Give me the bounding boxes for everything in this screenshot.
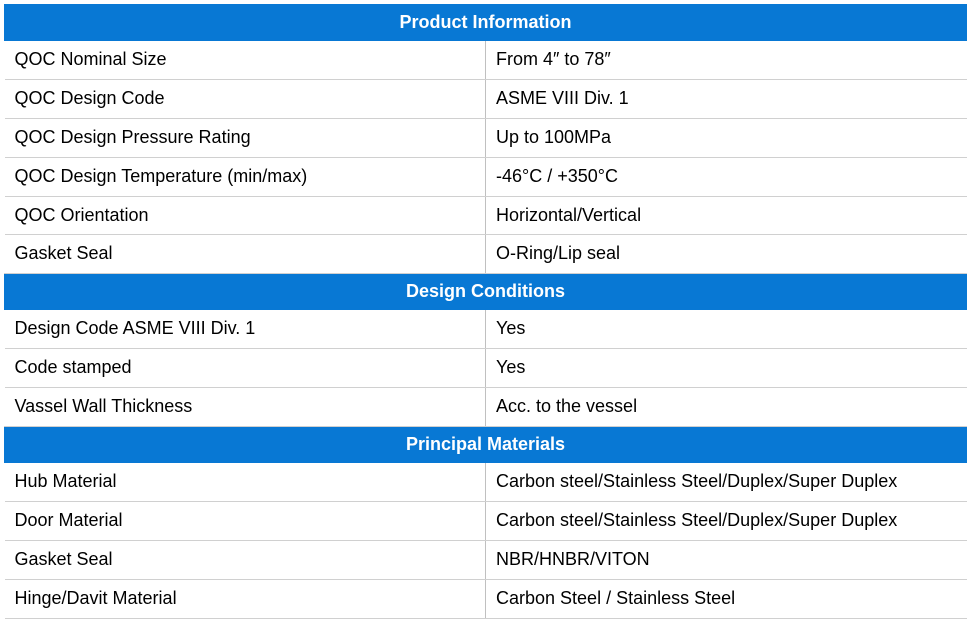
row-label: Door Material <box>5 501 486 540</box>
row-label: Code stamped <box>5 349 486 388</box>
table-row: QOC Design CodeASME VIII Div. 1 <box>5 79 967 118</box>
table-row: Hinge/Davit MaterialCarbon Steel / Stain… <box>5 579 967 618</box>
row-label: Hub Material <box>5 463 486 502</box>
row-value: Horizontal/Vertical <box>486 196 967 235</box>
section-header-row: Principal Materials <box>5 427 967 463</box>
row-label: Hinge/Davit Material <box>5 579 486 618</box>
row-value: Carbon steel/Stainless Steel/Duplex/Supe… <box>486 463 967 502</box>
row-label: Gasket Seal <box>5 540 486 579</box>
section-header: Principal Materials <box>5 427 967 463</box>
spec-table-body: Product InformationQOC Nominal SizeFrom … <box>5 5 967 619</box>
row-value: -46°C / +350°C <box>486 157 967 196</box>
row-value: Yes <box>486 310 967 349</box>
row-label: Gasket Seal <box>5 235 486 274</box>
table-row: QOC OrientationHorizontal/Vertical <box>5 196 967 235</box>
table-row: Code stampedYes <box>5 349 967 388</box>
table-row: QOC Design Pressure RatingUp to 100MPa <box>5 118 967 157</box>
row-value: Acc. to the vessel <box>486 388 967 427</box>
section-header-row: Product Information <box>5 5 967 41</box>
row-value: From 4″ to 78″ <box>486 41 967 80</box>
row-value: Carbon steel/Stainless Steel/Duplex/Supe… <box>486 501 967 540</box>
row-value: Up to 100MPa <box>486 118 967 157</box>
row-value: Yes <box>486 349 967 388</box>
table-row: Door MaterialCarbon steel/Stainless Stee… <box>5 501 967 540</box>
table-row: Hub MaterialCarbon steel/Stainless Steel… <box>5 463 967 502</box>
row-label: QOC Orientation <box>5 196 486 235</box>
row-value: Carbon Steel / Stainless Steel <box>486 579 967 618</box>
row-label: QOC Design Temperature (min/max) <box>5 157 486 196</box>
row-label: Vassel Wall Thickness <box>5 388 486 427</box>
table-row: Design Code ASME VIII Div. 1Yes <box>5 310 967 349</box>
section-header: Product Information <box>5 5 967 41</box>
table-row: Gasket SealO-Ring/Lip seal <box>5 235 967 274</box>
table-row: QOC Design Temperature (min/max)-46°C / … <box>5 157 967 196</box>
row-value: O-Ring/Lip seal <box>486 235 967 274</box>
row-label: Design Code ASME VIII Div. 1 <box>5 310 486 349</box>
table-row: QOC Nominal SizeFrom 4″ to 78″ <box>5 41 967 80</box>
row-value: ASME VIII Div. 1 <box>486 79 967 118</box>
section-header-row: Design Conditions <box>5 274 967 310</box>
row-label: QOC Design Pressure Rating <box>5 118 486 157</box>
spec-table: Product InformationQOC Nominal SizeFrom … <box>4 4 967 619</box>
row-label: QOC Nominal Size <box>5 41 486 80</box>
row-label: QOC Design Code <box>5 79 486 118</box>
table-row: Vassel Wall ThicknessAcc. to the vessel <box>5 388 967 427</box>
section-header: Design Conditions <box>5 274 967 310</box>
table-row: Gasket SealNBR/HNBR/VITON <box>5 540 967 579</box>
row-value: NBR/HNBR/VITON <box>486 540 967 579</box>
